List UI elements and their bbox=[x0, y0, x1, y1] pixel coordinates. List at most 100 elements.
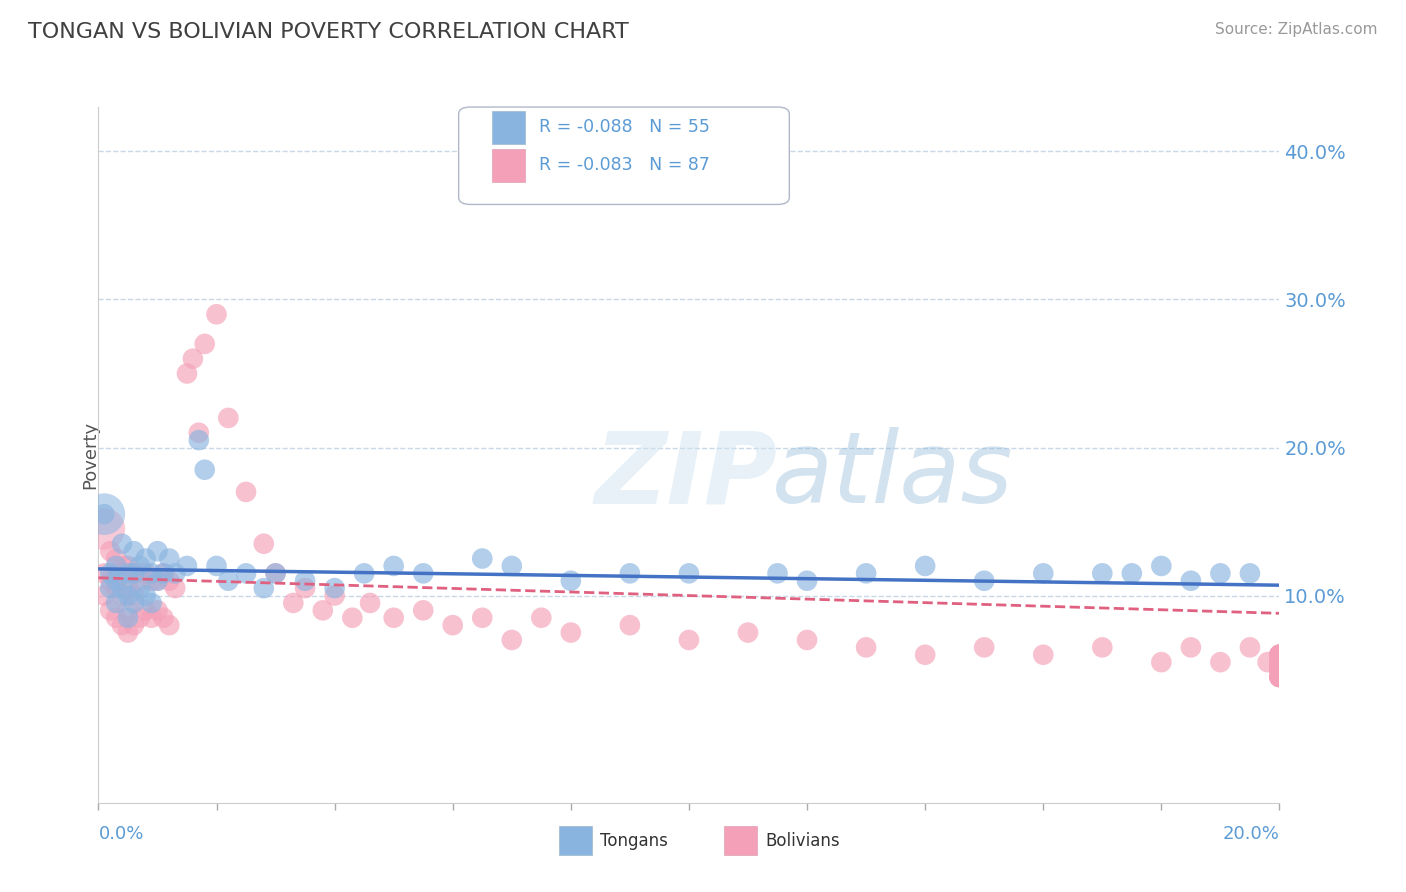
Point bbox=[1150, 655, 1173, 669]
Text: TONGAN VS BOLIVIAN POVERTY CORRELATION CHART: TONGAN VS BOLIVIAN POVERTY CORRELATION C… bbox=[28, 22, 628, 42]
Point bbox=[855, 640, 877, 655]
Point bbox=[165, 566, 187, 581]
Bar bbox=[492, 111, 524, 144]
Point bbox=[1268, 670, 1291, 684]
Point bbox=[1150, 558, 1173, 573]
Point bbox=[560, 625, 582, 640]
Point bbox=[1091, 640, 1114, 655]
Point bbox=[1268, 670, 1291, 684]
Point bbox=[128, 611, 150, 625]
Point bbox=[117, 625, 139, 640]
Point bbox=[1268, 648, 1291, 662]
Point bbox=[1239, 566, 1261, 581]
Text: 0.0%: 0.0% bbox=[98, 825, 143, 843]
Point bbox=[105, 581, 128, 595]
Point bbox=[217, 574, 239, 588]
Point bbox=[678, 632, 700, 647]
Point bbox=[737, 625, 759, 640]
Point bbox=[98, 603, 121, 617]
Point bbox=[93, 507, 115, 521]
Point bbox=[93, 507, 115, 521]
Point bbox=[1268, 663, 1291, 677]
Point bbox=[1091, 566, 1114, 581]
Point bbox=[766, 566, 789, 581]
Point bbox=[117, 566, 139, 581]
Point bbox=[501, 632, 523, 647]
Point bbox=[122, 544, 145, 558]
Point bbox=[111, 581, 134, 595]
Point bbox=[217, 411, 239, 425]
Point bbox=[1257, 655, 1279, 669]
Point bbox=[1268, 670, 1291, 684]
Point bbox=[560, 574, 582, 588]
Point bbox=[359, 596, 381, 610]
Point bbox=[98, 581, 121, 595]
Point bbox=[235, 484, 257, 499]
Point bbox=[98, 566, 121, 581]
Point bbox=[111, 537, 134, 551]
Point bbox=[264, 566, 287, 581]
Point bbox=[1239, 640, 1261, 655]
Point bbox=[135, 603, 157, 617]
Point bbox=[93, 589, 115, 603]
Point bbox=[181, 351, 204, 366]
Text: atlas: atlas bbox=[772, 427, 1014, 524]
Point bbox=[141, 611, 163, 625]
Point bbox=[412, 566, 434, 581]
Point bbox=[342, 611, 364, 625]
Point bbox=[141, 574, 163, 588]
Point bbox=[105, 558, 128, 573]
Point bbox=[157, 618, 180, 632]
Point bbox=[205, 558, 228, 573]
Point bbox=[1268, 648, 1291, 662]
Point bbox=[117, 589, 139, 603]
Point bbox=[382, 558, 405, 573]
Point bbox=[1268, 648, 1291, 662]
Point bbox=[353, 566, 375, 581]
Point bbox=[98, 544, 121, 558]
Point bbox=[1209, 566, 1232, 581]
Point bbox=[135, 566, 157, 581]
Point bbox=[146, 603, 169, 617]
Point bbox=[152, 566, 174, 581]
Point bbox=[146, 574, 169, 588]
Point bbox=[187, 425, 209, 440]
Point bbox=[1032, 648, 1054, 662]
Point bbox=[501, 558, 523, 573]
Text: Bolivians: Bolivians bbox=[766, 832, 841, 850]
Point bbox=[176, 558, 198, 573]
Point bbox=[105, 574, 128, 588]
Point bbox=[194, 463, 217, 477]
Point bbox=[117, 558, 139, 573]
Bar bbox=[560, 826, 592, 855]
Point bbox=[283, 596, 305, 610]
Point bbox=[165, 581, 187, 595]
Point bbox=[1268, 663, 1291, 677]
Text: ZIP: ZIP bbox=[595, 427, 778, 524]
Point bbox=[128, 558, 150, 573]
Point bbox=[152, 611, 174, 625]
Point bbox=[619, 566, 641, 581]
Point bbox=[128, 574, 150, 588]
Text: Source: ZipAtlas.com: Source: ZipAtlas.com bbox=[1215, 22, 1378, 37]
Point bbox=[264, 566, 287, 581]
Point bbox=[135, 551, 157, 566]
Point bbox=[1268, 663, 1291, 677]
Point bbox=[1268, 655, 1291, 669]
Point bbox=[146, 574, 169, 588]
Point bbox=[157, 574, 180, 588]
Point bbox=[122, 596, 145, 610]
Point bbox=[1180, 574, 1202, 588]
Point bbox=[128, 581, 150, 595]
Point bbox=[253, 581, 276, 595]
Point bbox=[294, 574, 316, 588]
Point bbox=[122, 566, 145, 581]
Point bbox=[122, 618, 145, 632]
Point bbox=[135, 589, 157, 603]
Point bbox=[93, 522, 115, 536]
Point bbox=[1209, 655, 1232, 669]
Point bbox=[1180, 640, 1202, 655]
Point bbox=[105, 551, 128, 566]
Point bbox=[294, 581, 316, 595]
Text: R = -0.083   N = 87: R = -0.083 N = 87 bbox=[538, 156, 710, 175]
